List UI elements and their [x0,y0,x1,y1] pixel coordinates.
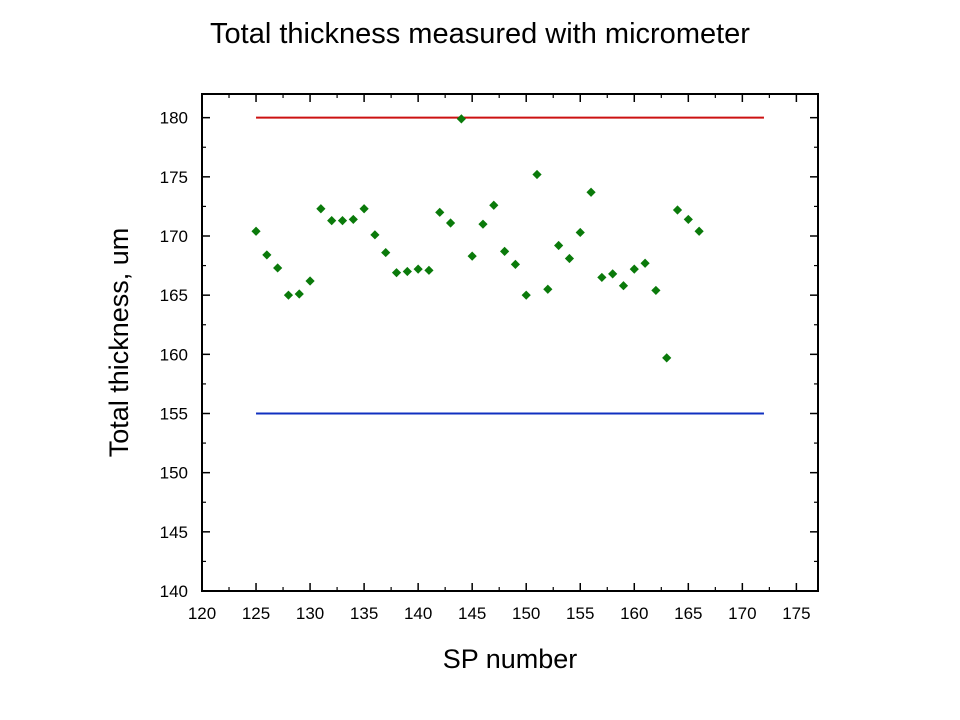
data-point [467,251,477,261]
data-point [629,264,639,274]
axis-ticks [201,94,818,592]
data-point [694,226,704,236]
data-point [402,266,412,277]
y-axis-title: Total thickness, um [104,228,134,458]
data-point [348,214,358,225]
x-tick-label: 130 [296,604,324,623]
data-point [532,169,542,180]
x-axis-title: SP number [443,644,578,674]
data-points [251,114,704,363]
data-point [283,290,294,300]
data-point [510,259,521,269]
data-point [370,230,380,240]
data-point [305,276,315,286]
data-point [662,353,672,363]
x-tick-label: 160 [620,604,648,623]
y-tick-label: 180 [160,109,188,128]
data-point [683,214,693,225]
data-point [499,246,510,256]
x-tick-label: 175 [782,604,810,623]
x-tick-label: 135 [350,604,378,623]
data-point [543,284,553,294]
reference-lines [256,116,764,415]
y-tick-label: 140 [160,582,188,601]
data-point [521,290,531,300]
data-point [327,216,337,226]
plot-frame [201,93,819,592]
data-point [262,250,272,260]
data-point [359,204,369,214]
y-tick-label: 175 [160,168,188,187]
x-tick-label: 165 [674,604,702,623]
data-point [316,204,326,214]
y-tick-label: 170 [160,227,188,246]
x-tick-labels: 120 125 130 135 140 145 150 155 160 165 170 175 [188,604,811,623]
data-point [575,227,585,238]
data-point [391,268,402,278]
data-point [618,281,629,291]
data-point [456,114,466,124]
data-point [435,207,445,217]
y-tick-labels: 140 145 150 155 160 165 170 175 180 [160,109,188,601]
x-tick-label: 140 [404,604,432,623]
data-point [273,263,283,273]
x-tick-label: 170 [728,604,756,623]
data-point [489,200,499,210]
data-point [381,247,391,258]
x-tick-label: 155 [566,604,594,623]
y-tick-label: 155 [160,405,188,424]
data-point [294,289,304,299]
data-point [597,272,607,283]
data-point [424,265,434,275]
x-tick-label: 145 [458,604,486,623]
y-tick-label: 150 [160,464,188,483]
data-point [586,187,596,197]
data-point [251,226,261,236]
data-point [413,264,423,274]
data-point [672,205,683,215]
data-point [564,253,575,264]
x-tick-label: 150 [512,604,540,623]
data-point [554,240,564,251]
y-tick-label: 145 [160,523,188,542]
data-point [337,216,348,226]
y-tick-label: 165 [160,286,188,305]
y-tick-label: 160 [160,345,188,364]
data-point [608,269,618,279]
x-tick-label: 125 [242,604,270,623]
data-point [640,258,650,268]
data-point [478,219,488,229]
data-point [651,285,661,296]
x-tick-label: 120 [188,604,216,623]
slide-title: Total thickness measured with micrometer [210,18,750,50]
data-point [445,218,456,228]
